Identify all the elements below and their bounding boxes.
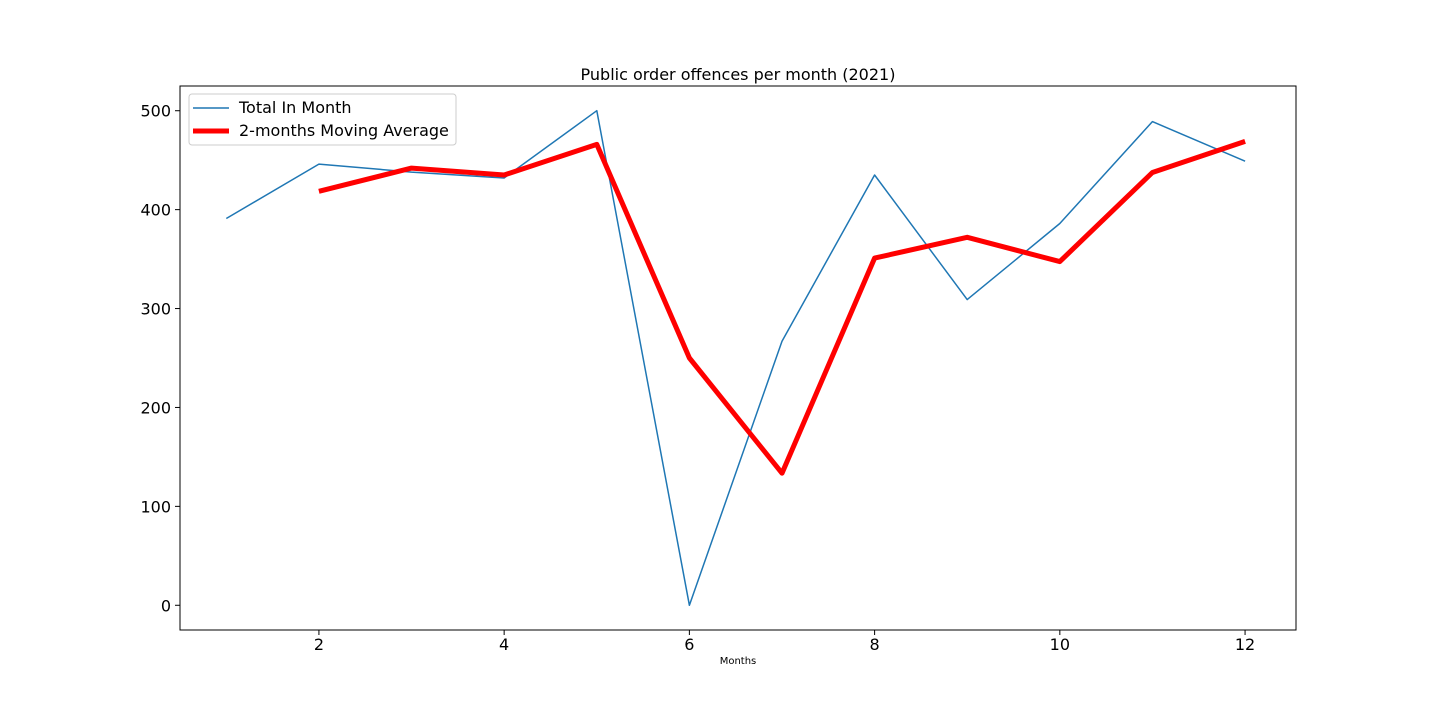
x-tick-label: 4 <box>499 635 509 654</box>
x-tick-label: 12 <box>1235 635 1255 654</box>
series-layer <box>225 109 1246 607</box>
y-tick-label: 100 <box>140 497 171 516</box>
x-tick-label: 10 <box>1050 635 1070 654</box>
x-tick-label: 8 <box>870 635 880 654</box>
plot-frame <box>179 85 1297 631</box>
y-tick-label: 200 <box>140 398 171 417</box>
chart-title: Public order offences per month (2021) <box>581 65 896 84</box>
y-tick-label: 400 <box>140 201 171 220</box>
x-tick-label: 6 <box>684 635 694 654</box>
y-tick-label: 500 <box>140 102 171 121</box>
legend-label-1: Total In Month <box>238 98 352 117</box>
y-tick-label: 0 <box>161 596 171 615</box>
axes-layer: 2 4 6 8 10 12 0 100 200 300 400 500 <box>140 85 1297 654</box>
legend: Total In Month 2-months Moving Average <box>188 93 457 146</box>
series-line-1 <box>225 109 1246 607</box>
series-line-2 <box>318 139 1246 476</box>
legend-box <box>188 93 457 146</box>
legend-label-2: 2-months Moving Average <box>239 121 449 140</box>
x-tick-label: 2 <box>314 635 324 654</box>
y-tick-label: 300 <box>140 300 171 319</box>
x-axis-label: Months <box>720 656 757 667</box>
